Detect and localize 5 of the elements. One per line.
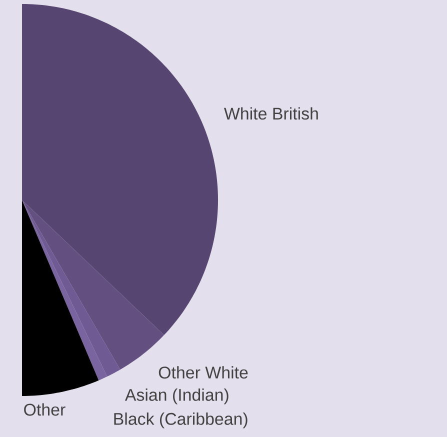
slice-label: Black (Caribbean) xyxy=(114,412,248,428)
slice-label: Other White xyxy=(158,366,248,379)
slice-label: Other xyxy=(24,403,66,416)
slice-label: White British xyxy=(224,107,318,120)
slice-label: Asian (Indian) xyxy=(124,388,228,404)
